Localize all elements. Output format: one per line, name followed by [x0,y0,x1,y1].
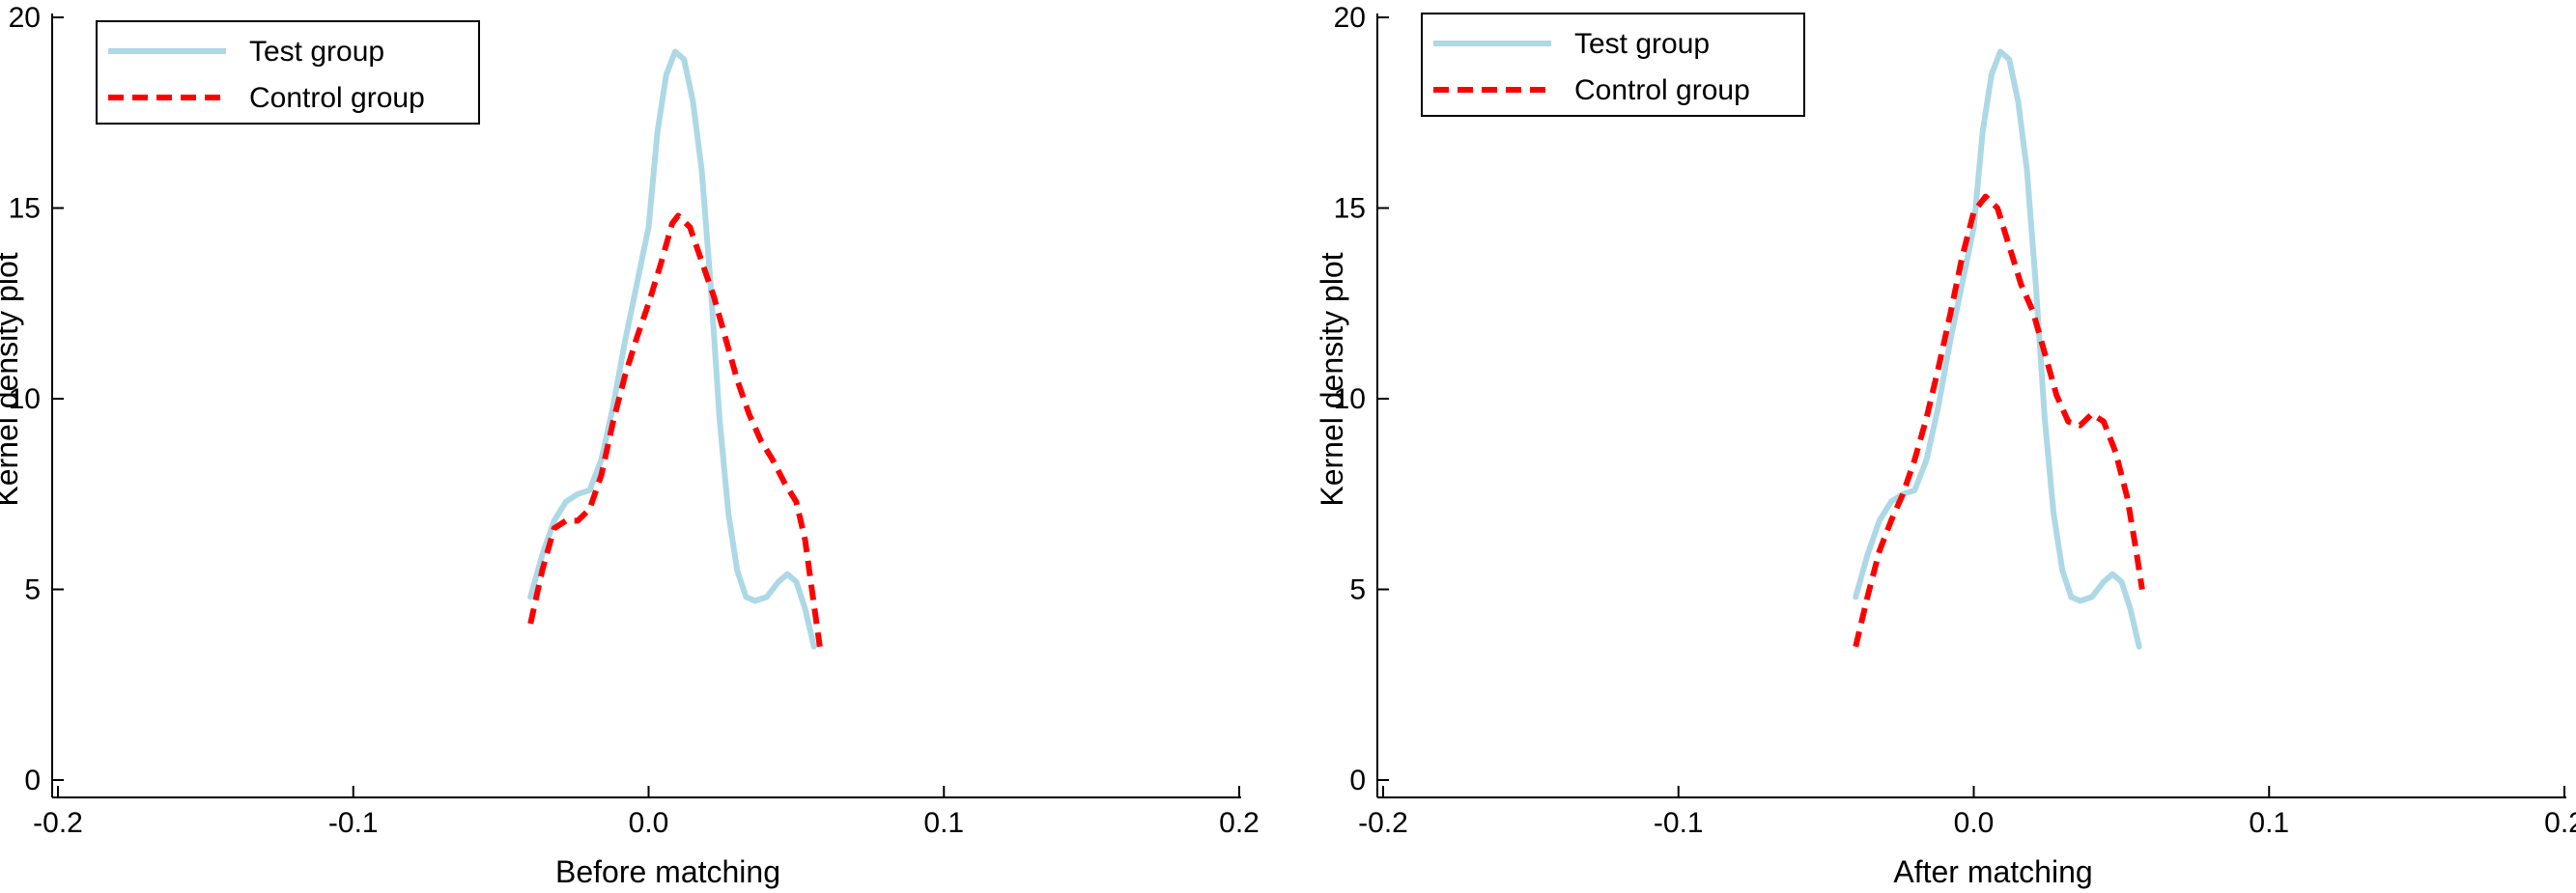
y-tick-label: 5 [24,574,41,606]
legend-box [1421,13,1805,117]
x-tick-label: 0.2 [1219,807,1260,839]
legend-label: Control group [1574,74,1750,106]
legend-box [96,20,480,125]
y-axis-title: Kernel density plot [0,252,24,506]
chart-panel-1: 0 5 10 15 20 -0.2 -0.1 0.0 0.1 0.2 Before matching… [0,2,1260,889]
x-tick-label: -0.2 [1358,807,1408,839]
x-axis-title: Before matching [555,854,780,889]
legend-label: Control group [249,82,425,114]
y-tick-label: 0 [1349,765,1366,796]
x-tick-label: -0.1 [1654,807,1704,839]
x-axis-title: After matching [1893,854,2092,889]
legend-label: Test group [1574,28,1710,60]
x-tick-label: 0.0 [1954,807,1995,839]
y-tick-label: 5 [1349,574,1366,606]
y-tick-label: 10 [1334,383,1366,415]
control-group-line [527,212,823,648]
x-tick-label: 0.1 [923,807,964,839]
x-tick-label: -0.2 [33,807,83,839]
x-tick-label: -0.1 [328,807,379,839]
test-group-line [527,48,817,650]
x-tick-label: 0.0 [629,807,669,839]
x-tick-label: 0.1 [2249,807,2289,839]
legend-label: Test group [249,36,384,68]
control-group-line [1853,193,2145,648]
legend: Test group Control group [96,20,480,125]
legend: Test group Control group [1421,13,1805,117]
y-axis-title: Kernel density plot [1315,252,1349,506]
test-group-line [1853,48,2142,650]
y-tick-label: 20 [9,2,41,34]
y-tick-label: 15 [9,193,41,225]
chart-panel-2: 0 5 10 15 20 -0.2 -0.1 0.0 0.1 0.2 After matching K… [1315,2,2576,889]
y-tick-label: 0 [24,765,41,796]
x-tick-label: 0.2 [2544,807,2576,839]
y-tick-label: 20 [1334,2,1366,34]
y-tick-label: 10 [9,383,41,415]
y-tick-label: 15 [1334,193,1366,225]
